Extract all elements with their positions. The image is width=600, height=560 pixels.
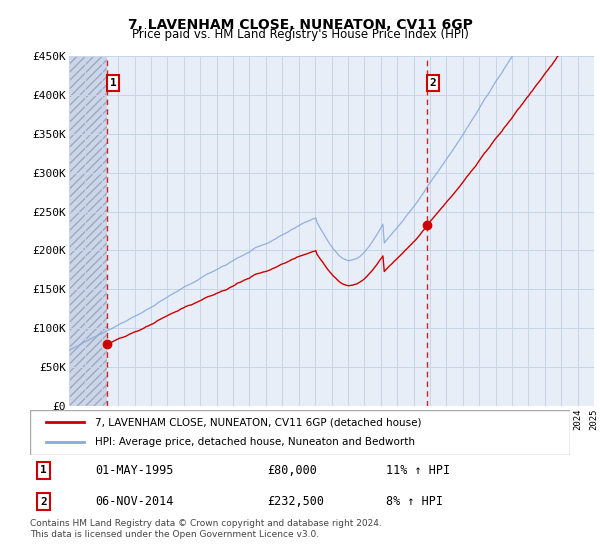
Bar (69, 56, 107, 406)
FancyBboxPatch shape (30, 410, 570, 455)
Text: 2: 2 (430, 78, 436, 88)
Text: 2: 2 (40, 497, 47, 507)
Text: 7, LAVENHAM CLOSE, NUNEATON, CV11 6GP: 7, LAVENHAM CLOSE, NUNEATON, CV11 6GP (128, 18, 472, 32)
Text: 11% ↑ HPI: 11% ↑ HPI (386, 464, 451, 477)
Text: 1: 1 (40, 465, 47, 475)
Bar (594, 56, 600, 406)
Text: 8% ↑ HPI: 8% ↑ HPI (386, 495, 443, 508)
Text: 01-MAY-1995: 01-MAY-1995 (95, 464, 173, 477)
Text: Price paid vs. HM Land Registry's House Price Index (HPI): Price paid vs. HM Land Registry's House … (131, 28, 469, 41)
Text: £232,500: £232,500 (268, 495, 325, 508)
Text: 7, LAVENHAM CLOSE, NUNEATON, CV11 6GP (detached house): 7, LAVENHAM CLOSE, NUNEATON, CV11 6GP (d… (95, 417, 421, 427)
Text: 1: 1 (110, 78, 116, 88)
Text: £80,000: £80,000 (268, 464, 317, 477)
Text: HPI: Average price, detached house, Nuneaton and Bedworth: HPI: Average price, detached house, Nune… (95, 437, 415, 447)
Text: Contains HM Land Registry data © Crown copyright and database right 2024.
This d: Contains HM Land Registry data © Crown c… (30, 519, 382, 539)
Text: 06-NOV-2014: 06-NOV-2014 (95, 495, 173, 508)
